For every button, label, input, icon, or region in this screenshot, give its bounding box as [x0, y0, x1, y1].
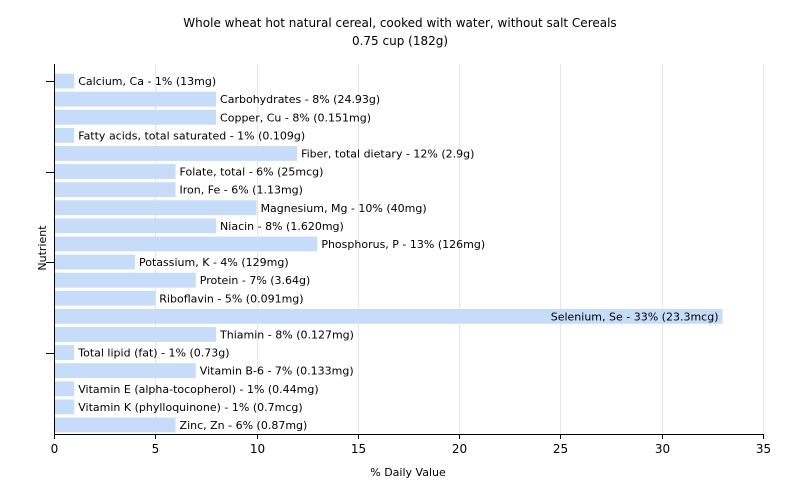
bar [55, 164, 176, 179]
bar [55, 91, 217, 107]
bar [55, 146, 298, 161]
bar-label: Zinc, Zn - 6% (0.87mg) [180, 419, 308, 432]
bar [55, 290, 156, 306]
x-tick-label: 20 [452, 442, 467, 456]
chart-title: Whole wheat hot natural cereal, cooked w… [183, 16, 616, 30]
bar-label: Copper, Cu - 8% (0.151mg) [220, 111, 371, 124]
bar [55, 236, 318, 252]
bars: Calcium, Ca - 1% (13mg) Carbohydrates - 8… [55, 73, 723, 433]
bar-label: Selenium, Se - 33% (23.3mcg) [551, 310, 719, 323]
bar-label: Calcium, Ca - 1% (13mg) [78, 75, 216, 88]
y-axis-label: Nutrient [36, 225, 49, 271]
grid-lines [155, 64, 764, 434]
bar [55, 254, 136, 270]
bar [55, 381, 75, 397]
bar [55, 182, 176, 198]
chart-subtitle: 0.75 cup (182g) [352, 34, 448, 48]
bar-label: Potassium, K - 4% (129mg) [139, 256, 289, 269]
bar-label: Vitamin K (phylloquinone) - 1% (0.7mcg) [78, 401, 302, 414]
bar-label: Riboflavin - 5% (0.091mg) [159, 292, 303, 305]
bar-label: Phosphorus, P - 13% (126mg) [321, 238, 485, 251]
bar [55, 363, 196, 379]
axes [46, 64, 763, 435]
bar-label: Fiber, total dietary - 12% (2.9g) [301, 147, 474, 160]
bar [55, 308, 723, 324]
x-tick-label: 5 [152, 442, 160, 456]
bar [55, 109, 217, 125]
bar-label: Vitamin B-6 - 7% (0.133mg) [200, 365, 354, 378]
x-axis-label: % Daily Value [370, 466, 446, 479]
bar-label: Niacin - 8% (1.620mg) [220, 220, 344, 233]
bar-label: Carbohydrates - 8% (24.93g) [220, 93, 380, 106]
x-tick-label: 10 [250, 442, 265, 456]
bar-label: Vitamin E (alpha-tocopherol) - 1% (0.44m… [78, 383, 318, 396]
bar-label: Iron, Fe - 6% (1.13mg) [180, 184, 303, 197]
bar-label: Magnesium, Mg - 10% (40mg) [261, 202, 427, 215]
bar [55, 218, 217, 234]
bar [55, 272, 196, 288]
bar [55, 399, 75, 415]
bar [55, 327, 217, 342]
bar [55, 200, 257, 216]
x-axis-ticks: 0 5 10 15 20 25 30 35 [51, 434, 771, 456]
bar-label: Total lipid (fat) - 1% (0.73g) [77, 347, 229, 360]
x-tick-label: 25 [553, 442, 568, 456]
bar [55, 73, 75, 89]
x-tick-label: 35 [756, 442, 771, 456]
x-tick-label: 15 [351, 442, 366, 456]
bar [55, 127, 75, 143]
bar-label: Fatty acids, total saturated - 1% (0.109… [78, 129, 305, 142]
x-tick-label: 30 [655, 442, 670, 456]
bar [55, 417, 176, 433]
bar [55, 345, 75, 360]
bar-label: Folate, total - 6% (25mcg) [180, 166, 324, 179]
bar-label: Protein - 7% (3.64g) [200, 274, 311, 287]
x-tick-label: 0 [51, 442, 59, 456]
bar-label: Thiamin - 8% (0.127mg) [219, 328, 354, 341]
